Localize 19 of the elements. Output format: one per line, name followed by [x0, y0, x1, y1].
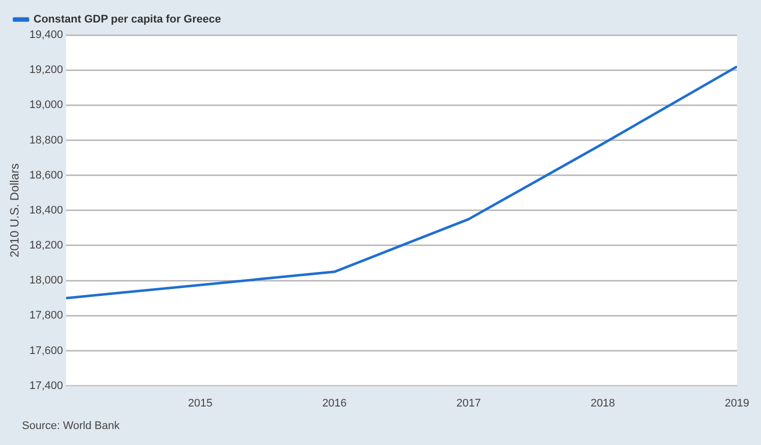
y-tick-label: 17,400 — [29, 380, 64, 392]
y-tick-label: 19,200 — [29, 64, 64, 76]
y-axis-title: 2010 U.S. Dollars — [8, 163, 22, 258]
y-tick-label: 18,000 — [29, 274, 64, 287]
y-tick-label: 19,000 — [29, 99, 64, 112]
x-tick-label: 2015 — [188, 397, 212, 410]
y-tick-label: 18,600 — [29, 169, 64, 182]
x-tick-label: 2019 — [724, 397, 750, 410]
source-note: Source: World Bank — [22, 420, 120, 432]
legend-label: Constant GDP per capita for Greece — [34, 14, 221, 26]
y-tick-label: 19,400 — [29, 29, 64, 42]
x-tick-label: 2016 — [322, 397, 347, 410]
y-tick-label: 18,400 — [29, 204, 64, 216]
x-tick-label: 2018 — [590, 397, 616, 410]
y-tick-label: 18,800 — [29, 134, 64, 146]
y-tick-label: 18,200 — [29, 240, 64, 252]
x-tick-label: 2017 — [456, 397, 481, 410]
y-tick-label: 17,600 — [29, 344, 64, 357]
y-tick-label: 17,800 — [29, 310, 64, 322]
